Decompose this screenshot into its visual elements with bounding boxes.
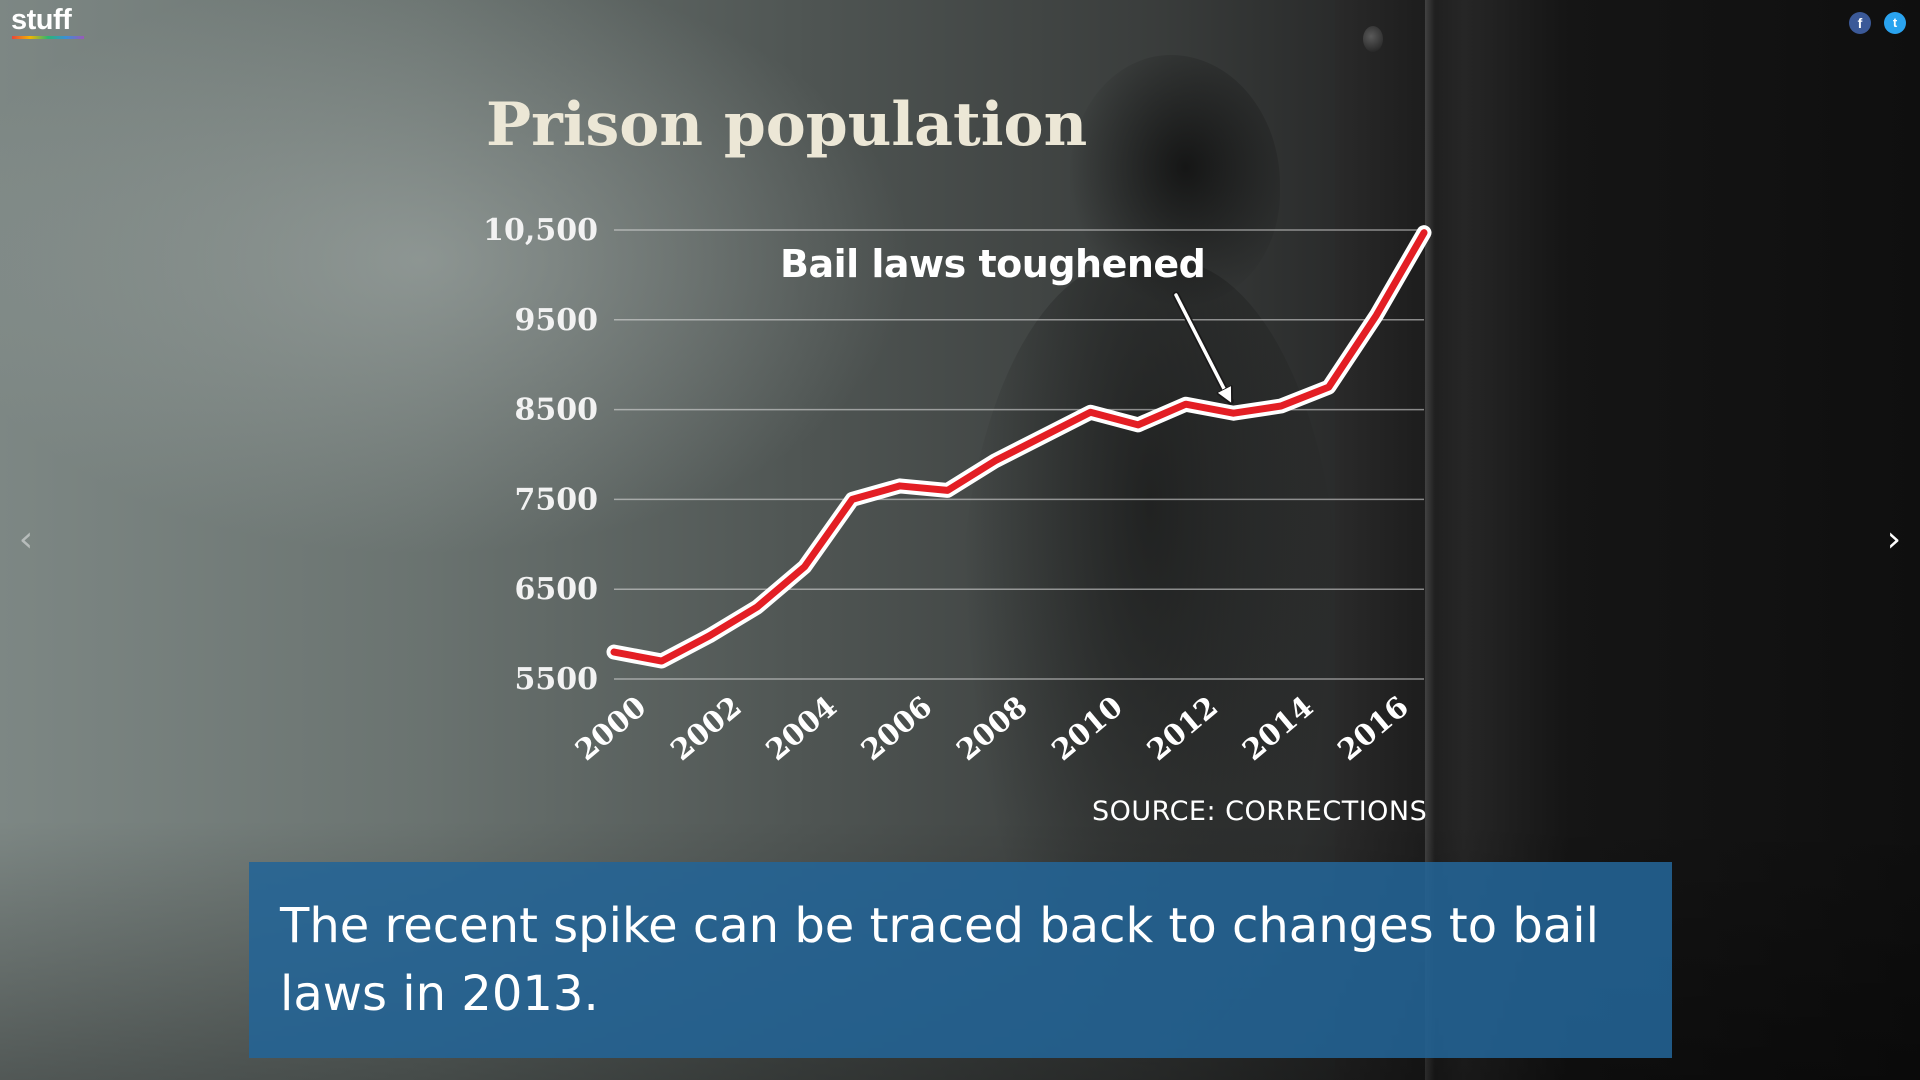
data-point — [754, 604, 760, 610]
x-tick-label: 2000 — [569, 689, 653, 767]
data-point — [1135, 422, 1141, 428]
y-axis-ticks: 5500 6500 7500 8500 9500 10,500 — [483, 213, 598, 697]
data-point — [849, 496, 855, 502]
data-point — [659, 658, 665, 664]
x-tick-label: 2004 — [759, 689, 843, 767]
annotation-label: Bail laws toughened — [780, 242, 1206, 286]
site-logo[interactable]: stuff — [11, 4, 72, 36]
twitter-share-icon[interactable]: t — [1884, 12, 1906, 34]
shadow-figure-head — [1070, 55, 1280, 305]
y-tick-label: 10,500 — [483, 213, 598, 248]
data-point — [945, 487, 951, 493]
x-tick-label: 2010 — [1045, 689, 1129, 767]
data-point — [706, 633, 712, 639]
x-tick-label: 2016 — [1331, 689, 1415, 767]
data-point — [611, 649, 617, 655]
y-tick-label: 9500 — [515, 303, 599, 338]
x-tick-label: 2006 — [855, 689, 939, 767]
data-point — [992, 458, 998, 464]
data-point — [1326, 384, 1332, 390]
door-hinge — [1363, 26, 1383, 52]
data-point — [802, 564, 808, 570]
annotation-arrow — [1174, 293, 1230, 401]
x-tick-label: 2012 — [1141, 689, 1225, 767]
chevron-left-icon[interactable]: ‹ — [18, 519, 34, 560]
x-axis-ticks: 2000 2002 2004 2006 2008 2010 2012 2014 2016 — [569, 689, 1415, 767]
source-note: SOURCE: CORRECTIONS — [1092, 796, 1428, 827]
x-tick-label: 2002 — [664, 689, 748, 767]
data-point — [1040, 434, 1046, 440]
data-point — [1278, 403, 1284, 409]
chart-title: Prison population — [486, 90, 1088, 160]
data-point — [897, 483, 903, 489]
data-point — [1373, 312, 1379, 318]
logo-color-bar — [12, 36, 84, 39]
x-tick-label: 2014 — [1236, 689, 1320, 767]
y-tick-label: 7500 — [515, 482, 599, 517]
data-point — [1421, 230, 1427, 236]
annotation-arrow-layer — [1172, 291, 1234, 401]
series-line-layer — [606, 225, 1432, 669]
caption-text: The recent spike can be traced back to c… — [280, 898, 1599, 1022]
y-tick-label: 8500 — [515, 393, 599, 428]
caption-box: The recent spike can be traced back to c… — [249, 862, 1672, 1058]
grid-lines — [614, 229, 1424, 680]
y-tick-label: 5500 — [515, 662, 599, 697]
y-tick-label: 6500 — [515, 572, 599, 607]
chevron-right-icon[interactable]: › — [1886, 519, 1902, 560]
data-point — [1087, 409, 1093, 415]
facebook-share-icon[interactable]: f — [1849, 12, 1871, 34]
data-point — [1183, 401, 1189, 407]
data-point — [1230, 410, 1236, 416]
door-edge — [1425, 0, 1435, 1080]
series-line — [610, 229, 1428, 665]
x-tick-label: 2008 — [950, 689, 1034, 767]
